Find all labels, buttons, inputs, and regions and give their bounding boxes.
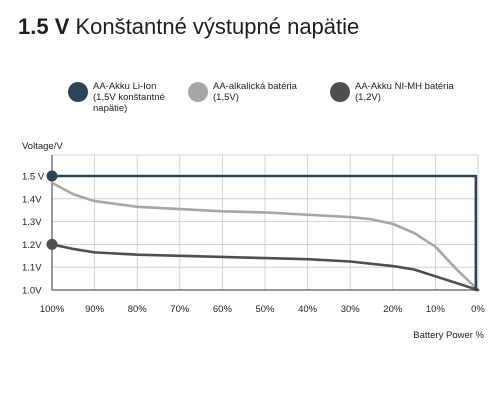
title-text: Konštantné výstupné napätie [75,14,360,39]
y-tick-label: 1.0V [22,286,42,297]
y-tick-label: 1.2V [22,240,42,251]
y-tick-label: 1.4V [22,194,42,205]
legend-line: (1,5V konštantné [93,92,165,103]
y-tick-label: 1.3V [22,217,42,228]
x-tick-label: 80% [128,304,148,315]
series-start-marker [46,238,58,250]
x-tick-label: 100% [40,304,65,315]
legend-label-li-ion: AA-Akku Li-Ion (1,5V konštantné napätie) [93,81,165,114]
legend-marker-nimh [330,82,350,102]
x-tick-label: 90% [85,304,105,315]
x-tick-label: 30% [341,304,361,315]
legend-line: AA-alkalická batéria [213,81,297,92]
y-tick-label: 1.5 V [22,172,45,183]
legend-item-alkaline: AA-alkalická batéria (1,5V) [188,81,297,103]
legend-marker-alkaline [188,82,208,102]
legend-line: AA-Akku Li-Ion [93,81,157,92]
legend-marker-li-ion [68,82,88,102]
legend-line: AA-Akku NI-MH batéria [355,81,454,92]
legend-line: napätie) [93,103,128,114]
legend-item-li-ion: AA-Akku Li-Ion (1,5V konštantné napätie) [68,81,165,114]
legend-line: (1,5V) [213,92,239,103]
series-line [50,243,480,292]
legend-item-nimh: AA-Akku NI-MH batéria (1,2V) [330,81,454,103]
legend-line: (1,2V) [355,92,381,103]
title-voltage: 1.5 V [18,14,70,39]
series-line [50,181,480,292]
x-tick-label: 70% [170,304,190,315]
x-tick-label: 0% [471,304,485,315]
legend-label-nimh: AA-Akku NI-MH batéria (1,2V) [355,81,454,103]
y-axis-label: Voltage/V [22,141,63,152]
series-start-marker [46,170,58,182]
x-tick-label: 60% [213,304,233,315]
x-axis-label: Battery Power % [413,330,484,341]
x-tick-label: 10% [426,304,446,315]
x-tick-label: 40% [298,304,318,315]
legend-label-alkaline: AA-alkalická batéria (1,5V) [213,81,297,103]
x-tick-label: 50% [255,304,275,315]
series-line [50,174,478,292]
chart-title: 1.5 V Konštantné výstupné napätie [18,14,359,40]
x-tick-label: 20% [383,304,403,315]
y-tick-label: 1.1V [22,263,42,274]
